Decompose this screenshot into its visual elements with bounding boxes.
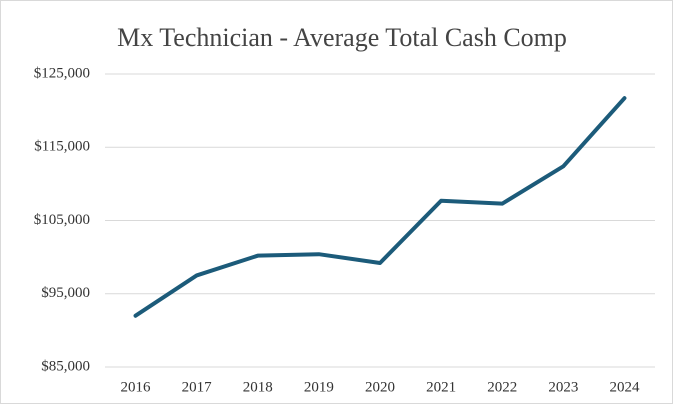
y-tick-label: $85,000 — [41, 358, 90, 374]
x-tick-label: 2018 — [243, 379, 273, 395]
line — [133, 96, 627, 318]
x-tick-label: 2023 — [548, 379, 578, 395]
x-tick-label: 2017 — [182, 379, 213, 395]
x-tick-label: 2019 — [304, 379, 334, 395]
x-tick-label: 2016 — [121, 379, 152, 395]
x-tick-label: 2024 — [609, 379, 640, 395]
y-tick-label: $115,000 — [34, 139, 90, 155]
x-tick-label: 2022 — [487, 379, 517, 395]
y-tick-label: $125,000 — [34, 65, 90, 81]
chart-title: Mx Technician - Average Total Cash Comp — [117, 23, 567, 52]
y-tick-label: $105,000 — [34, 212, 90, 228]
x-tick-label: 2020 — [365, 379, 395, 395]
x-tick-label: 2021 — [426, 379, 456, 395]
y-tick-label: $95,000 — [41, 285, 90, 301]
